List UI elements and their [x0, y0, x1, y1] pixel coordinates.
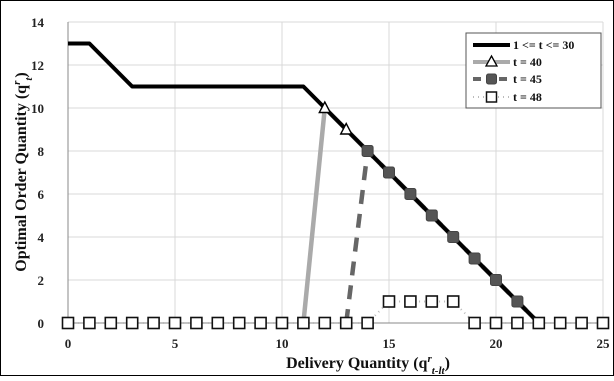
legend-label-series-4: t = 48 — [513, 90, 542, 104]
legend-marker-series-4 — [485, 91, 498, 103]
series-4-marker — [425, 295, 439, 308]
legend: 1 <= t <= 30 t = 40 t = 45 t = 48 — [465, 32, 602, 109]
svg-text:Delivery Quantity (qrt-lt): Delivery Quantity (qrt-lt) — [286, 353, 450, 376]
series-4-marker — [361, 316, 374, 330]
series-3-marker — [383, 166, 395, 179]
series-layer — [61, 41, 610, 330]
legend-marker-series-2 — [484, 54, 499, 67]
x-tick-label: 20 — [490, 336, 503, 351]
y-tick-label: 0 — [38, 316, 45, 331]
y-tick-label: 2 — [38, 273, 45, 288]
series-4-marker — [468, 316, 481, 330]
series-3-marker — [447, 231, 460, 243]
series-4-marker — [190, 316, 203, 330]
y-tick-label: 8 — [38, 144, 45, 159]
series-2-marker — [318, 100, 332, 114]
x-tick-label: 5 — [172, 336, 179, 351]
tick-layer: 0 5 10 15 20 25 0 2 4 6 8 10 12 14 — [31, 15, 610, 351]
series-3-marker — [404, 188, 417, 200]
series-4-marker — [404, 295, 417, 308]
x-tick-label: 15 — [383, 336, 397, 351]
y-tick-label: 6 — [38, 187, 45, 202]
series-4-marker — [318, 316, 332, 330]
series-4-marker — [575, 316, 588, 330]
series-4-marker — [553, 316, 567, 330]
y-tick-label: 14 — [31, 15, 45, 30]
series-3-marker — [361, 145, 374, 157]
series-4-marker — [297, 316, 310, 330]
legend-marker-series-3 — [486, 73, 497, 85]
x-tick-label: 0 — [65, 336, 72, 351]
series-4-marker — [83, 316, 96, 330]
series-4-marker — [232, 316, 246, 330]
series-4-marker — [446, 295, 460, 308]
series-4-marker — [489, 316, 503, 330]
series-4-marker — [511, 316, 524, 330]
series-4-marker — [596, 316, 610, 330]
series-4-marker — [254, 316, 267, 330]
y-tick-label: 10 — [31, 101, 44, 116]
y-axis-title: Optimal Order Quantity (qrt) — [11, 72, 35, 272]
series-4-marker — [104, 316, 118, 330]
series-4-marker — [275, 316, 289, 330]
series-4-marker — [168, 316, 182, 330]
series-3-marker — [468, 252, 481, 265]
series-4-marker — [147, 316, 160, 330]
svg-text:Optimal Order Quantity (qrt): Optimal Order Quantity (qrt) — [11, 72, 35, 272]
y-tick-label: 4 — [38, 230, 45, 245]
series-3-marker — [490, 274, 502, 286]
series-4-marker — [125, 316, 139, 330]
series-4-marker — [211, 316, 225, 330]
series-3-marker — [425, 209, 438, 222]
legend-label-series-1: 1 <= t <= 30 — [513, 38, 574, 52]
series-4-marker — [61, 316, 75, 330]
series-4-marker — [382, 295, 396, 308]
legend-label-series-2: t = 40 — [513, 55, 542, 69]
y-tick-label: 12 — [31, 58, 44, 73]
legend-label-series-3: t = 45 — [513, 72, 542, 86]
x-axis-title: Delivery Quantity (qrt-lt) — [286, 353, 450, 377]
x-tick-label: 10 — [276, 336, 289, 351]
x-tick-label: 25 — [597, 336, 611, 351]
series-3-marker — [511, 295, 524, 308]
series-2-marker — [339, 121, 353, 135]
series-4-marker — [532, 316, 546, 330]
series-4-marker — [339, 316, 353, 330]
